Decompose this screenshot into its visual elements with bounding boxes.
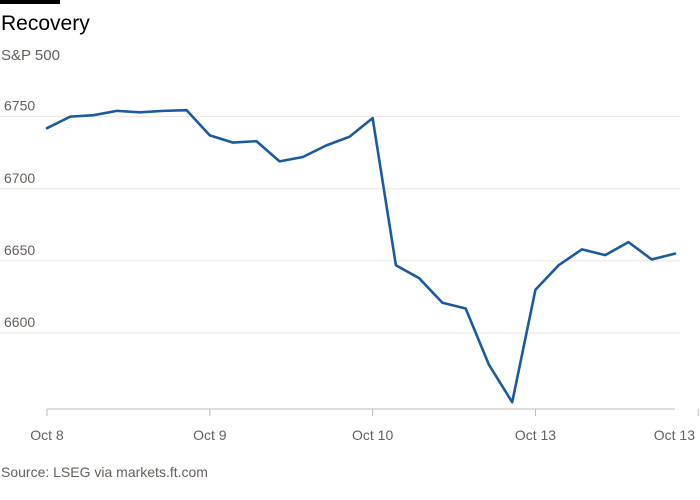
x-tick-label: Oct 13 <box>654 427 695 443</box>
chart-title: Recovery <box>1 12 90 35</box>
y-tick-label: 6750 <box>4 98 35 114</box>
grid-lines <box>0 116 680 334</box>
brand-bar <box>0 0 60 4</box>
line-chart: 6600 6650 6700 6750 Oct 8 Oct 9 Oct 10 Oct 13 Oc… <box>0 98 699 443</box>
x-tick-label: Oct 10 <box>352 427 393 443</box>
y-tick-label: 6700 <box>4 170 35 186</box>
source-note: Source: LSEG via markets.ft.com <box>1 464 208 480</box>
y-tick-label: 6600 <box>4 314 35 330</box>
series-layer <box>45 108 677 404</box>
x-tick-label: Oct 8 <box>30 427 64 443</box>
y-tick-label: 6650 <box>4 242 35 258</box>
series-line <box>45 108 677 404</box>
chart-subtitle: S&P 500 <box>1 47 60 64</box>
x-tick-label: Oct 9 <box>193 427 227 443</box>
tick-labels: 6600 6650 6700 6750 Oct 8 Oct 9 Oct 10 Oct 13 Oc… <box>4 98 695 443</box>
x-axis <box>46 408 699 416</box>
x-tick-label: Oct 13 <box>515 427 556 443</box>
